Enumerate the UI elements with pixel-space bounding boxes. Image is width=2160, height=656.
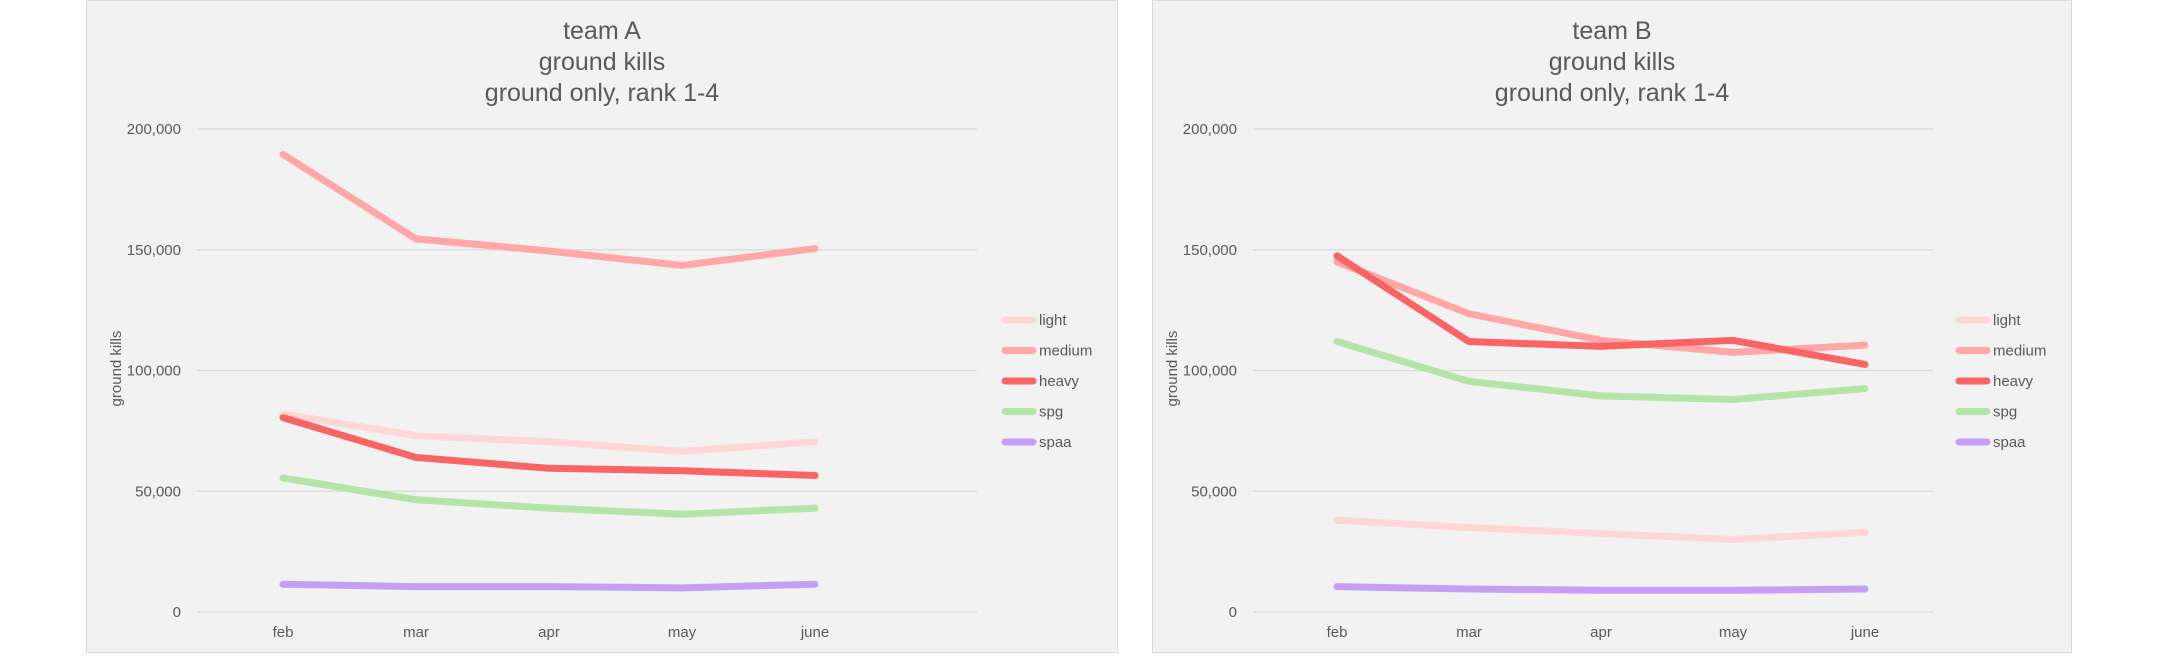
team-a-series-line-light (279, 410, 819, 455)
team-b-y-tick-label: 150,000 (1183, 242, 1237, 259)
chart-panel-team-b: team B ground kills ground only, rank 1-4 0… (1152, 0, 2072, 653)
team-b-legend-label-light: light (1993, 312, 2021, 329)
team-b-series-line-light (1333, 516, 1869, 544)
team-a-legend-label-light: light (1039, 312, 1067, 329)
team-b-y-tick-label: 100,000 (1183, 363, 1237, 380)
team-b-y-axis-title: ground kills (1164, 331, 1181, 407)
team-a-y-tick-label: 150,000 (127, 242, 181, 259)
line-chart-team-a: team A ground kills ground only, rank 1-4 0… (108, 17, 1092, 641)
team-a-legend-label-spaa: spaa (1039, 434, 1072, 451)
team-a-x-tick-label: feb (273, 624, 294, 641)
team-a-y-tick-label: 200,000 (127, 121, 181, 138)
team-b-legend-label-spaa: spaa (1993, 434, 2026, 451)
team-b-series-line-spg (1333, 338, 1869, 403)
team-b-x-tick-label: feb (1327, 624, 1348, 641)
team-a-legend-label-heavy: heavy (1039, 373, 1080, 390)
team-b-x-tick-label: may (1719, 624, 1748, 641)
team-a-y-axis-title: ground kills (108, 331, 125, 407)
team-b-x-tick-label: june (1850, 624, 1879, 641)
team-b-x-tick-label: mar (1456, 624, 1482, 641)
team-b-legend-label-medium: medium (1993, 343, 2046, 360)
team-a-x-tick-label: may (668, 624, 697, 641)
team-b-series-line-heavy (1333, 252, 1869, 368)
team-a-series-line-spaa (279, 580, 819, 592)
team-a-y-tick-label: 50,000 (135, 483, 181, 500)
team-a-x-tick-label: june (800, 624, 829, 641)
team-b-title-line-2: ground kills (1549, 48, 1675, 76)
team-b-legend-label-spg: spg (1993, 404, 2017, 421)
team-b-legend-label-heavy: heavy (1993, 373, 2034, 390)
team-b-series-line-spaa (1333, 583, 1869, 594)
team-b-x-tick-label: apr (1590, 624, 1612, 641)
team-b-title-line-3: ground only, rank 1-4 (1495, 79, 1729, 107)
team-a-series-line-medium (279, 150, 819, 269)
team-a-legend-label-spg: spg (1039, 404, 1063, 421)
team-a-y-tick-label: 0 (173, 604, 181, 621)
team-b-y-tick-label: 200,000 (1183, 121, 1237, 138)
team-a-legend-label-medium: medium (1039, 343, 1092, 360)
team-a-title-line-3: ground only, rank 1-4 (485, 79, 719, 107)
team-a-x-tick-label: mar (403, 624, 429, 641)
team-a-x-tick-label: apr (538, 624, 560, 641)
team-a-title-line-2: ground kills (539, 48, 665, 76)
team-a-series-line-spg (279, 474, 819, 518)
team-a-title-line-1: team A (563, 17, 641, 45)
team-a-y-tick-label: 100,000 (127, 363, 181, 380)
chart-panel-team-a: team A ground kills ground only, rank 1-4 0… (86, 0, 1118, 653)
team-b-title-line-1: team B (1572, 17, 1651, 45)
team-b-y-tick-label: 0 (1229, 604, 1237, 621)
team-a-series-line-heavy (279, 414, 819, 480)
line-chart-team-b: team B ground kills ground only, rank 1-4 0… (1164, 17, 2046, 641)
team-b-y-tick-label: 50,000 (1191, 483, 1237, 500)
